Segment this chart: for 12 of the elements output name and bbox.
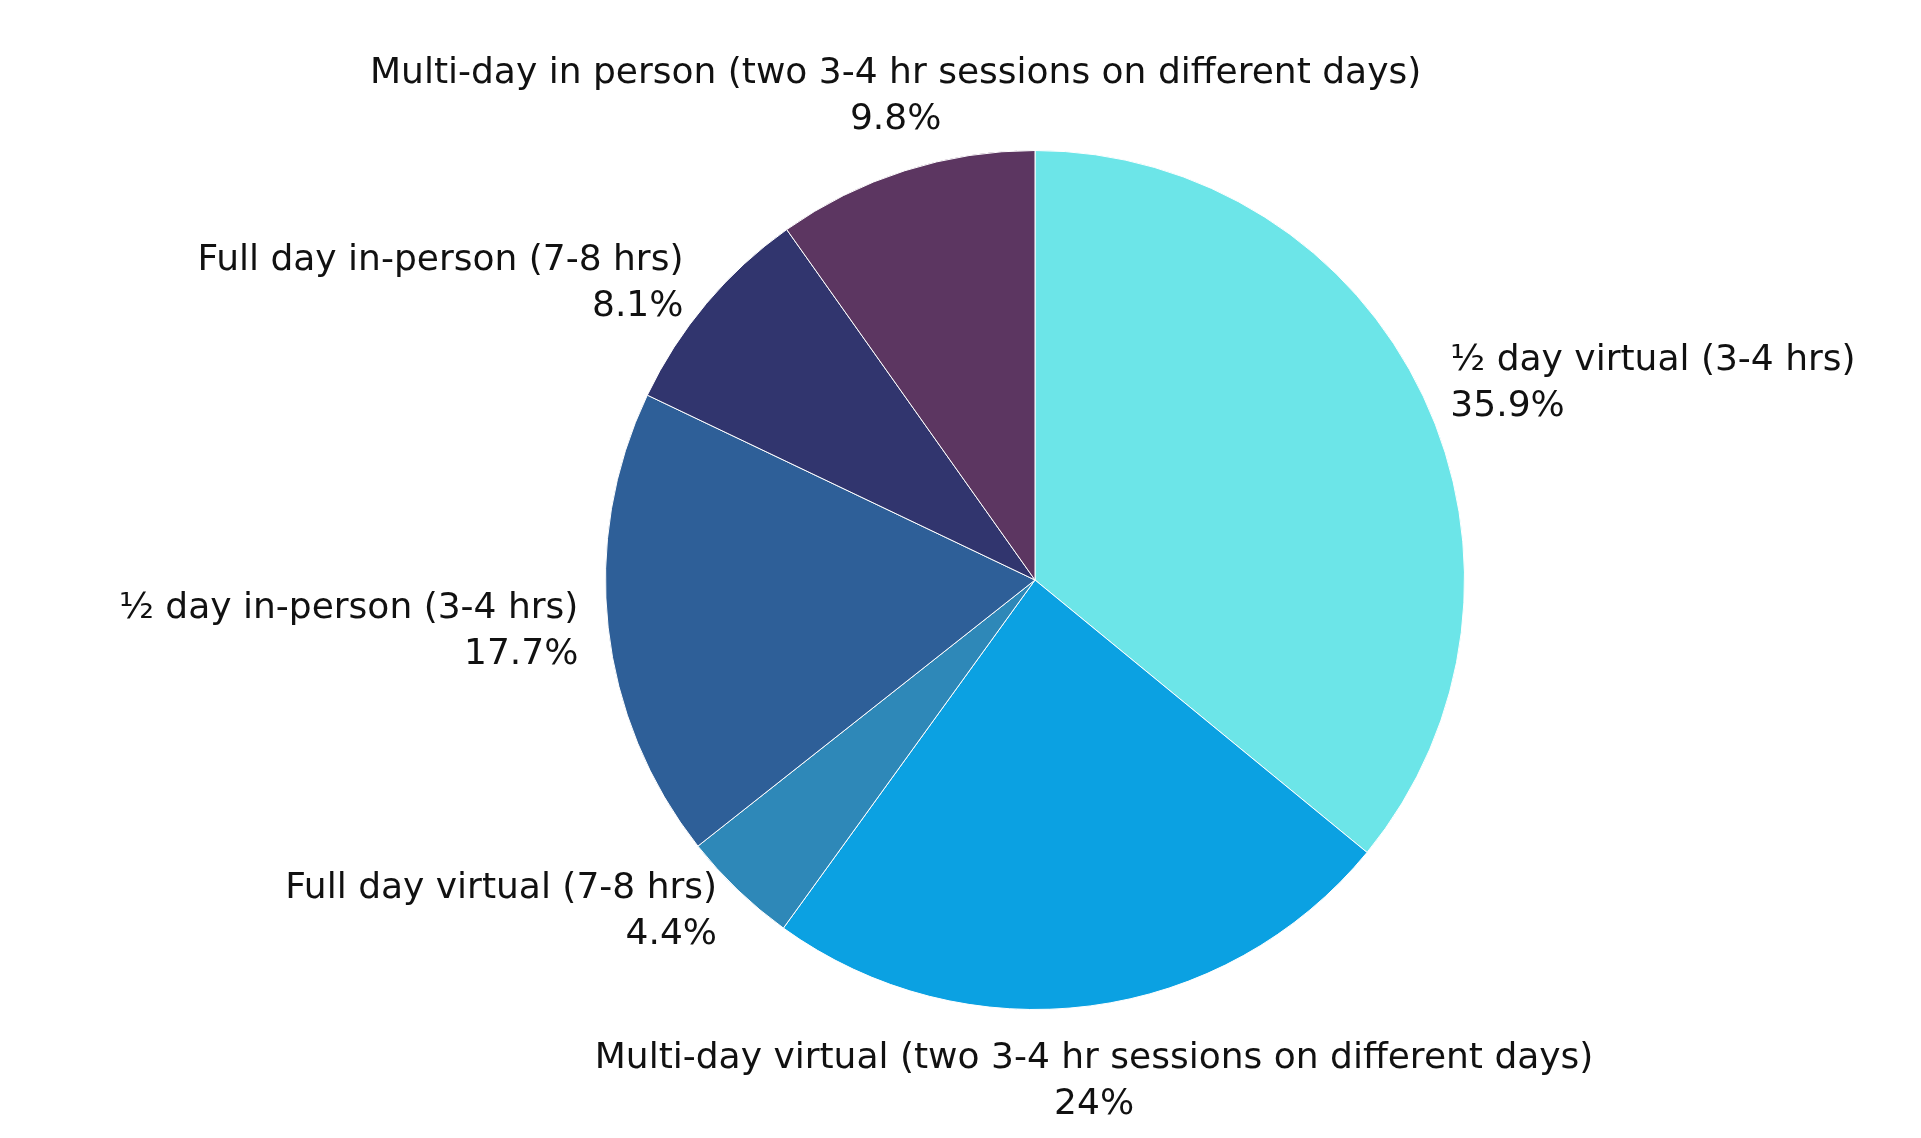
data-label: 4.4%	[625, 911, 718, 953]
slice-label: Full day virtual (7-8 hrs)	[285, 865, 718, 907]
slice-label: Multi-day virtual (two 3-4 hr sessions on different days)	[594, 1035, 1594, 1077]
slice-label: Multi-day in person (two 3-4 hr sessions on different days)	[370, 49, 1422, 91]
data-label: 35.9%	[1450, 382, 1565, 424]
slice-label: Full day in-person (7-8 hrs)	[197, 237, 684, 279]
slice-label: ½ day virtual (3-4 hrs)	[1450, 336, 1856, 378]
slice-label: ½ day in-person (3-4 hrs)	[119, 584, 579, 626]
data-label: 8.1%	[592, 283, 684, 325]
data-label: 24%	[1054, 1081, 1135, 1123]
data-label: 9.8%	[849, 95, 942, 137]
data-label: 17.7%	[463, 630, 579, 672]
